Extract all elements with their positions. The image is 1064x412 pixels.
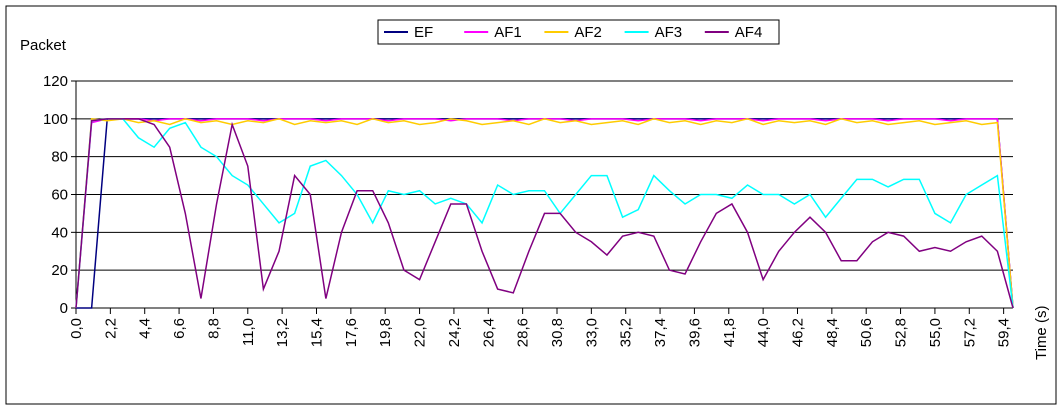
x-tick-label: 37,4: [652, 318, 669, 347]
x-tick-label: 59,4: [996, 318, 1013, 347]
x-tick-label: 41,8: [721, 318, 738, 347]
series-line: [75, 118, 1014, 309]
x-tick-label: 22,0: [412, 318, 429, 347]
x-tick-label: 33,0: [583, 318, 600, 347]
legend-label: AF2: [574, 24, 602, 41]
x-tick-label: 8,8: [205, 318, 222, 339]
y-axis-label: Packet: [20, 37, 67, 54]
x-tick-label: 24,2: [446, 318, 463, 347]
x-tick-label: 28,6: [515, 318, 532, 347]
x-axis-label: Time (s): [1033, 306, 1050, 360]
y-tick-label: 80: [51, 149, 68, 166]
y-tick-label: 60: [51, 187, 68, 204]
legend-label: AF4: [735, 24, 763, 41]
x-tick-label: 50,6: [858, 318, 875, 347]
x-tick-label: 44,0: [755, 318, 772, 347]
x-tick-label: 55,0: [927, 318, 944, 347]
x-tick-label: 0,0: [68, 318, 85, 339]
legend-label: EF: [414, 24, 433, 41]
y-tick-label: 120: [43, 73, 68, 90]
x-tick-label: 2,2: [102, 318, 119, 339]
legend-label: AF1: [494, 24, 522, 41]
series-line: [75, 118, 1014, 309]
x-tick-label: 11,0: [240, 318, 257, 346]
x-tick-label: 17,6: [343, 318, 360, 347]
y-tick-label: 20: [51, 262, 68, 279]
x-tick-label: 52,8: [893, 318, 910, 347]
x-tick-label: 30,8: [549, 318, 566, 347]
y-tick-label: 100: [43, 111, 68, 128]
x-tick-label: 48,4: [824, 318, 841, 347]
x-tick-label: 15,4: [308, 318, 325, 347]
y-tick-label: 40: [51, 224, 68, 241]
x-tick-label: 46,2: [789, 318, 806, 347]
y-tick-label: 0: [60, 300, 68, 317]
x-tick-label: 19,8: [377, 318, 394, 347]
x-tick-label: 39,6: [686, 318, 703, 347]
x-tick-label: 57,2: [961, 318, 978, 347]
x-tick-label: 35,2: [618, 318, 635, 347]
x-tick-label: 13,2: [274, 318, 291, 347]
x-tick-label: 26,4: [480, 318, 497, 347]
x-tick-label: 4,4: [137, 318, 154, 339]
x-tick-label: 6,6: [171, 318, 188, 339]
legend-label: AF3: [655, 24, 683, 41]
